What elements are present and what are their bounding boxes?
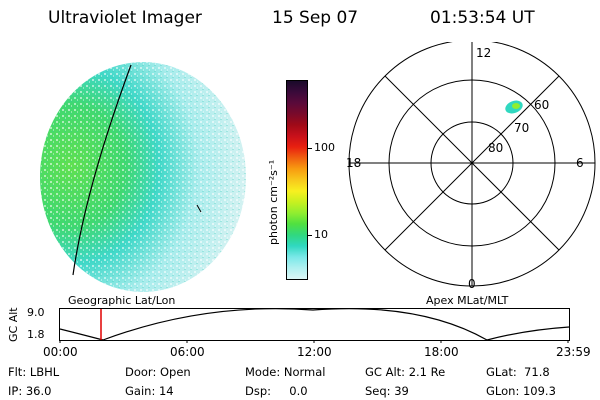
disk-marker bbox=[196, 204, 202, 213]
colorbar-tick-10 bbox=[307, 235, 312, 236]
time-label: 01:53:54 UT bbox=[430, 8, 535, 28]
status-dsp: Dsp: 0.0 bbox=[245, 384, 308, 398]
altitude-ytick-9: 9.0 bbox=[27, 306, 45, 319]
terminator-line bbox=[72, 64, 132, 276]
polar-diagonal-2 bbox=[384, 75, 560, 251]
disk-noise bbox=[40, 62, 246, 292]
status-gc-alt: GC Alt: 2.1 Re bbox=[365, 365, 446, 379]
altitude-xtick-1800: 18:00 bbox=[424, 345, 459, 359]
status-mode: Mode: Normal bbox=[245, 365, 326, 379]
date-label: 15 Sep 07 bbox=[272, 8, 359, 28]
geographic-label: Geographic Lat/Lon bbox=[68, 294, 176, 307]
auroral-spot-core bbox=[512, 103, 520, 109]
mlat-label-60: 60 bbox=[534, 98, 549, 112]
colorbar-unit-label: photon cm⁻²s⁻¹ bbox=[267, 159, 280, 245]
altitude-ylabel: GC Alt bbox=[7, 307, 20, 342]
uv-disk-image bbox=[40, 62, 246, 292]
altitude-xtick-0600: 06:00 bbox=[170, 345, 205, 359]
apex-label: Apex MLat/MLT bbox=[426, 294, 509, 307]
colorbar-tick-100 bbox=[307, 148, 312, 149]
status-gain: Gain: 14 bbox=[125, 384, 174, 398]
mlt-label-12: 12 bbox=[476, 46, 491, 60]
status-flt: Flt: LBHL bbox=[8, 365, 60, 379]
mlt-label-18: 18 bbox=[346, 156, 361, 170]
status-seq: Seq: 39 bbox=[365, 384, 409, 398]
status-glat: GLat: 71.8 bbox=[486, 365, 550, 379]
mlat-label-70: 70 bbox=[514, 121, 529, 135]
altitude-xtick-0000: 00:00 bbox=[43, 345, 78, 359]
status-glon: GLon: 109.3 bbox=[486, 384, 556, 398]
altitude-ytick-1-8: 1.8 bbox=[27, 328, 45, 341]
status-ip: IP: 36.0 bbox=[8, 384, 52, 398]
colorbar-label-10: 10 bbox=[314, 228, 328, 241]
mlt-label-6: 6 bbox=[576, 156, 584, 170]
altitude-plot: 9.0 1.8 GC Alt 00:00 06:00 12:00 18:00 2… bbox=[7, 306, 591, 359]
app-title: Ultraviolet Imager bbox=[48, 8, 202, 28]
colorbar bbox=[286, 80, 308, 280]
status-door: Door: Open bbox=[125, 365, 191, 379]
altitude-curve bbox=[59, 308, 570, 341]
colorbar-label-100: 100 bbox=[314, 141, 335, 154]
polar-plot: 12 18 6 0 60 70 80 bbox=[346, 42, 596, 291]
mlat-label-80: 80 bbox=[488, 141, 503, 155]
colorbar-gradient bbox=[287, 81, 307, 279]
altitude-xtick-2359: 23:59 bbox=[556, 345, 591, 359]
mlt-label-0: 0 bbox=[468, 277, 476, 291]
altitude-xtick-1200: 12:00 bbox=[297, 345, 332, 359]
altitude-frame bbox=[59, 308, 570, 341]
